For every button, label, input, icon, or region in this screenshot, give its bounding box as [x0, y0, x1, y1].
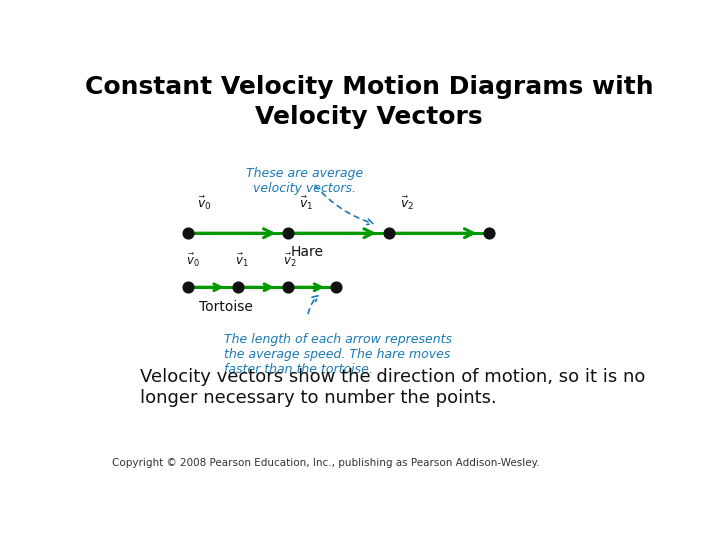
Point [282, 229, 294, 238]
Point [330, 283, 341, 292]
Point [182, 229, 194, 238]
Text: Copyright © 2008 Pearson Education, Inc., publishing as Pearson Addison-Wesley.: Copyright © 2008 Pearson Education, Inc.… [112, 458, 540, 468]
Text: $\vec{v}_0$: $\vec{v}_0$ [186, 252, 200, 269]
Point [383, 229, 395, 238]
Point [282, 283, 294, 292]
Point [182, 283, 194, 292]
Text: These are average
velocity vectors.: These are average velocity vectors. [246, 167, 364, 195]
Point [483, 229, 495, 238]
Text: The length of each arrow represents
the average speed. The hare moves
faster tha: The length of each arrow represents the … [224, 333, 452, 376]
Text: $\vec{v}_2$: $\vec{v}_2$ [283, 252, 297, 269]
Text: $\vec{v}_1$: $\vec{v}_1$ [235, 252, 248, 269]
Text: Velocity vectors show the direction of motion, so it is no
longer necessary to n: Velocity vectors show the direction of m… [140, 368, 646, 407]
Text: $\vec{v}_2$: $\vec{v}_2$ [400, 195, 414, 212]
Point [232, 283, 243, 292]
Text: Tortoise: Tortoise [199, 300, 253, 314]
Text: Constant Velocity Motion Diagrams with
Velocity Vectors: Constant Velocity Motion Diagrams with V… [85, 75, 653, 129]
Text: $\vec{v}_0$: $\vec{v}_0$ [197, 195, 212, 212]
Text: $\vec{v}_1$: $\vec{v}_1$ [300, 195, 314, 212]
Text: Hare: Hare [291, 245, 324, 259]
